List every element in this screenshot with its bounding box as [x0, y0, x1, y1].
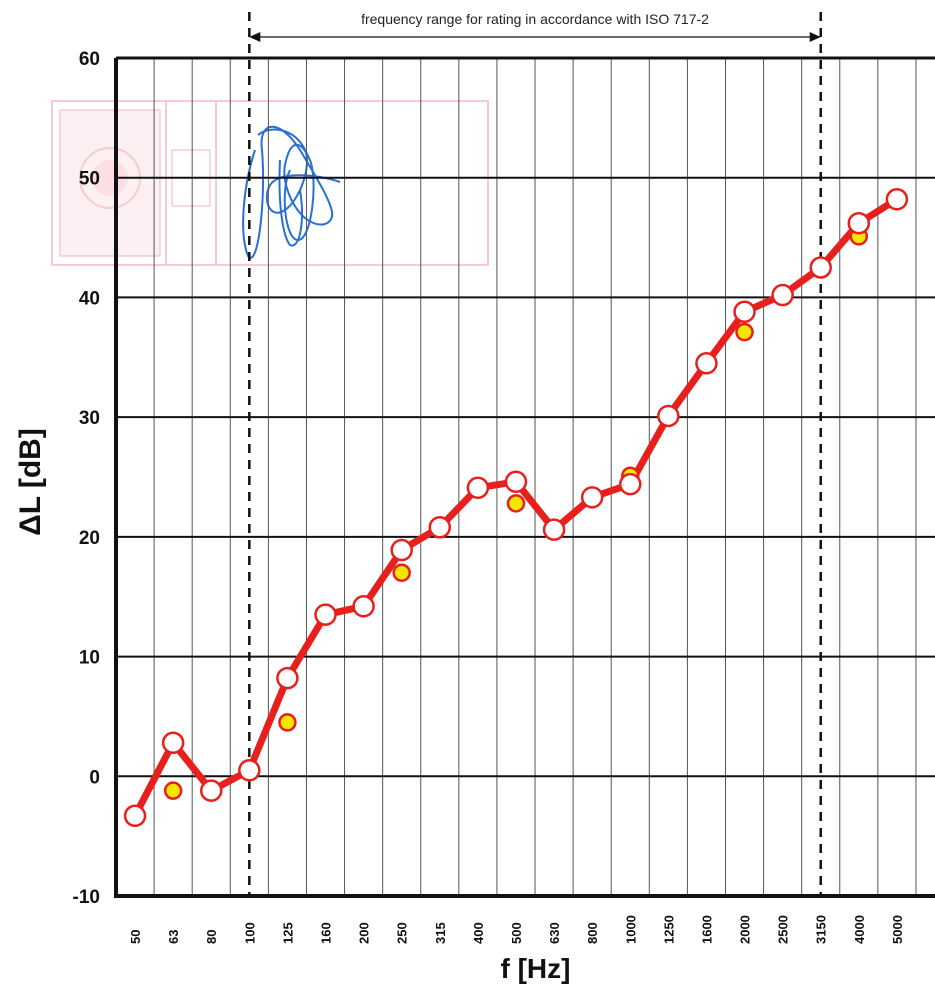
secondary-point — [506, 494, 526, 513]
x-tick-label: 3150 — [814, 915, 829, 944]
y-tick-label: 60 — [79, 49, 100, 70]
rating-range-arrowhead-right — [809, 32, 821, 42]
series-point — [809, 256, 832, 279]
x-tick-label: 250 — [395, 922, 410, 944]
y-tick-label: -10 — [73, 887, 100, 908]
x-tick-label: 200 — [357, 922, 372, 944]
x-tick-labels: 50 63 80 100 125 160 200 250 315 400 500 630 800 1000… — [128, 915, 905, 944]
x-tick-label: 500 — [509, 922, 524, 944]
x-tick-label: 1600 — [699, 915, 714, 944]
y-tick-label: 20 — [79, 528, 100, 549]
series-point — [657, 404, 680, 428]
series-point — [542, 518, 566, 541]
y-tick-labels: -10 0 10 20 30 40 50 60 — [73, 49, 100, 908]
series-point — [276, 666, 299, 690]
x-tick-label: 1000 — [623, 915, 638, 944]
series-point — [580, 486, 604, 509]
grid — [114, 56, 935, 898]
series-markers — [123, 188, 909, 828]
x-tick-label: 50 — [128, 930, 143, 944]
x-tick-label: 630 — [547, 922, 562, 944]
y-tick-label: 30 — [79, 408, 100, 429]
series-point — [161, 731, 185, 755]
x-tick-label: 1250 — [661, 915, 676, 944]
series-point — [733, 300, 756, 324]
series-point — [390, 538, 413, 562]
series-point — [885, 188, 909, 211]
secondary-point — [163, 781, 183, 800]
series-point — [352, 595, 375, 618]
series-point — [314, 603, 337, 626]
series-point — [466, 476, 490, 500]
series-point — [238, 759, 261, 782]
x-tick-label: 80 — [204, 930, 219, 944]
y-tick-label: 10 — [79, 648, 100, 669]
series-point — [771, 283, 794, 307]
series-point — [504, 470, 528, 494]
rating-range-arrowhead-left — [249, 32, 261, 42]
x-axis-title: f [Hz] — [501, 953, 571, 984]
x-tick-label: 4000 — [852, 915, 867, 944]
series-point — [695, 352, 718, 375]
series-point — [428, 516, 452, 539]
y-tick-label: 0 — [89, 767, 100, 788]
y-tick-label: 50 — [79, 169, 100, 190]
x-tick-label: 315 — [433, 922, 448, 944]
rating-range-annotation: frequency range for rating in accordance… — [249, 11, 821, 42]
x-tick-label: 63 — [166, 930, 181, 944]
x-tick-label: 2000 — [738, 915, 753, 944]
signature-icon — [242, 125, 341, 259]
series-point — [619, 472, 642, 496]
y-tick-label: 40 — [79, 288, 100, 309]
secondary-point — [278, 713, 297, 732]
x-tick-label: 100 — [242, 922, 257, 944]
secondary-point — [735, 322, 754, 342]
series-point — [123, 804, 147, 828]
y-axis-title: ΔL [dB] — [14, 428, 47, 536]
x-tick-label: 125 — [280, 922, 295, 944]
rating-range-label: frequency range for rating in accordance… — [361, 11, 709, 27]
secondary-point — [392, 563, 411, 583]
rating-range-lines — [248, 12, 822, 896]
x-tick-label: 160 — [319, 922, 334, 944]
x-tick-label: 400 — [471, 922, 486, 944]
x-tick-label: 2500 — [776, 915, 791, 944]
x-tick-label: 5000 — [890, 915, 905, 944]
series-point — [199, 779, 223, 802]
series-point — [847, 211, 871, 235]
x-tick-label: 800 — [585, 922, 600, 944]
